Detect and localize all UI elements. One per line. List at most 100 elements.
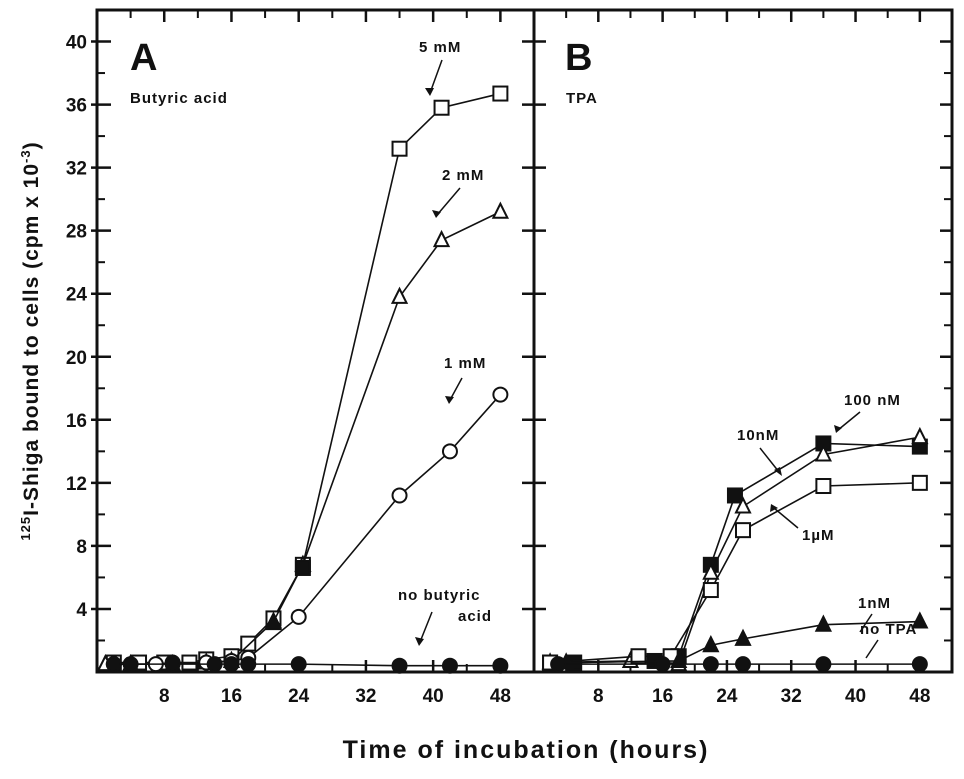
panel-b-point-no-tpa (654, 656, 671, 673)
annot-100nm-arrowhead (834, 425, 842, 433)
panel-a-series (96, 85, 510, 674)
panel-a-point-1-mm (391, 487, 408, 504)
panel-a-point-no-butyric-acid (240, 656, 257, 673)
panel-b-point-1-nm (702, 634, 720, 653)
panel-a-x-tick-label: 48 (490, 686, 511, 707)
panel-a-x-tick-label: 16 (221, 686, 242, 707)
panel-a-point-1-mm (492, 386, 509, 403)
panel-a-y-tick-label: 12 (66, 474, 87, 495)
panel-a-point-1-mm (441, 443, 458, 460)
panel-b-x-tick-label: 40 (845, 686, 866, 707)
panel-a-letter: A (130, 37, 157, 79)
panel-a-y-tick-label: 40 (66, 33, 87, 54)
panel-a-y-tick-label: 20 (66, 348, 87, 369)
panel-b-letter: B (565, 37, 592, 79)
annot-acid: acid (458, 608, 492, 625)
annot-100nm-arrow (837, 411, 861, 431)
panel-a-y-tick-label: 4 (76, 600, 87, 621)
panel-a-x-tick-label: 40 (423, 686, 444, 707)
annot-1mm: 1 mM (444, 355, 486, 372)
annot-no-butyric-arrow (419, 611, 433, 643)
panel-b-x-tick-label: 16 (652, 686, 673, 707)
panel-a-point-no-butyric-acid (105, 656, 122, 673)
y-axis-label: 125I-Shiga bound to cells (cpm x 10-3) (18, 141, 43, 540)
annot-100nm: 100 nM (844, 392, 901, 409)
panel-b-frame (532, 8, 954, 674)
panel-a-y-tick-label: 28 (66, 222, 87, 243)
annot-2mm-arrowhead (432, 210, 441, 218)
annot-1mm-arrow (449, 377, 463, 401)
annot-1um: 1µM (802, 527, 834, 544)
panel-a-frame (95, 8, 536, 674)
annot-no-butyric: no butyric (398, 587, 481, 604)
annot-5mm-arrowhead (425, 88, 434, 96)
panel-a-point-no-butyric-acid (441, 657, 458, 674)
annot-2mm-arrow (436, 187, 461, 216)
panel-a-point-no-butyric-acid (122, 656, 139, 673)
panel-a-point-1-mm (290, 608, 307, 625)
panel-b-point-no-tpa (911, 656, 928, 673)
panel-a-point-5-mm (240, 635, 257, 652)
panel-b-point-no-tpa (702, 656, 719, 673)
panel-b-ticks: 8 16 24 32 40 48 (565, 9, 952, 707)
panel-b-point-10-nm (911, 426, 929, 445)
panel-b-point-no-tpa (550, 656, 567, 673)
panel-b-point-1-nm (911, 611, 929, 629)
panel-b-point-1-m (735, 522, 751, 539)
panel-a-point-no-butyric-acid (164, 656, 181, 673)
annot-no-tpa-arrow (865, 639, 879, 659)
panel-b-point-1-m (911, 474, 928, 491)
panel-a-point-5-mm (391, 140, 408, 157)
panel-a-x-tick-label: 24 (288, 686, 310, 707)
panel-a-point-5-mm (492, 85, 509, 102)
panel-a-y-tick-label: 36 (66, 96, 87, 117)
annot-no-butyric-arrowhead (415, 637, 424, 646)
annot-no-tpa: no TPA (860, 621, 917, 638)
panel-a-series-line-1-mm (113, 394, 501, 665)
panel-b-point-no-tpa (815, 656, 832, 673)
y-axis-label-close: ) (20, 141, 43, 149)
annot-1um-arrowhead (770, 504, 778, 512)
panel-b-subtitle: TPA (566, 90, 598, 107)
panel-b-point-1-m (815, 478, 832, 495)
panel-a-point-2-mm (432, 229, 451, 248)
panel-a-point-square-filled (294, 559, 311, 576)
panel-b-x-tick-label: 32 (781, 686, 802, 707)
x-axis-label: Time of incubation (hours) (343, 736, 710, 764)
annot-2mm: 2 mM (442, 167, 484, 184)
panel-b-series (541, 426, 929, 673)
panel-b-point-1-nm (734, 628, 752, 646)
annot-10nm-arrowhead (774, 467, 782, 476)
annot-1um-arrow (773, 507, 799, 529)
annot-5mm-arrow (429, 59, 443, 94)
panel-b-point-100-nm (726, 487, 743, 504)
panel-a-point-no-butyric-acid (223, 656, 240, 673)
panel-a-y-tick-label: 16 (66, 411, 87, 432)
panel-b-point-1-m (702, 582, 719, 599)
annot-5mm: 5 mM (419, 39, 461, 56)
annot-1mm-arrowhead (445, 396, 454, 404)
panel-a-x-tick-label: 8 (159, 686, 170, 707)
annot-1nm-arrow (859, 613, 873, 633)
annot-10nm: 10nM (737, 427, 779, 444)
panel-a-point-triangle-filled (264, 612, 283, 631)
panel-b-x-tick-label: 8 (593, 686, 604, 707)
panel-a-point-2-mm (390, 286, 409, 304)
annot-1nm: 1nM (858, 595, 891, 612)
panel-a-x-tick-label: 32 (355, 686, 376, 707)
panel-b-x-tick-label: 48 (909, 686, 930, 707)
panel-a-y-tick-label: 8 (76, 537, 87, 558)
panel-b-point-1-nm (814, 614, 833, 632)
y-axis-label-sup: 125 (18, 516, 33, 541)
annot-10nm-arrow (759, 447, 780, 473)
panel-b-point-no-tpa (735, 656, 751, 673)
panel-a-y-tick-label: 32 (66, 159, 87, 180)
panel-b-point-10-nm (734, 496, 752, 514)
panel-b-point-1-m (630, 648, 647, 665)
panel-a-series-line-no-butyric-acid (113, 663, 501, 667)
panel-b-point-10-nm (702, 562, 720, 580)
y-axis-label-exp: -3 (18, 149, 33, 163)
y-axis-label-main: I-Shiga bound to cells (cpm x 10 (20, 163, 43, 516)
